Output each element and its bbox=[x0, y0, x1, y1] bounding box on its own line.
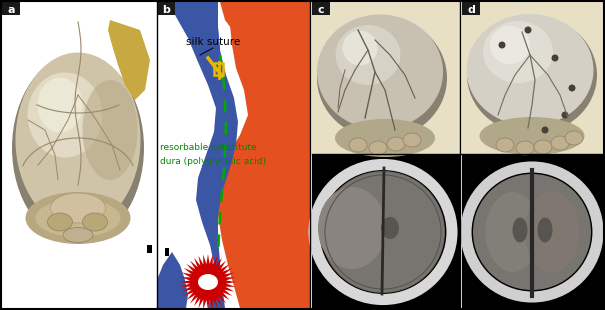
Ellipse shape bbox=[467, 16, 597, 134]
Ellipse shape bbox=[16, 52, 140, 228]
Ellipse shape bbox=[82, 213, 108, 231]
Circle shape bbox=[499, 42, 506, 48]
Text: d: d bbox=[467, 5, 475, 15]
Polygon shape bbox=[180, 254, 236, 310]
Text: c: c bbox=[318, 5, 324, 15]
Ellipse shape bbox=[483, 21, 553, 83]
Ellipse shape bbox=[480, 117, 584, 155]
Ellipse shape bbox=[63, 228, 93, 242]
Bar bbox=[2, 2, 20, 15]
Circle shape bbox=[525, 26, 532, 33]
Polygon shape bbox=[215, 2, 310, 308]
Ellipse shape bbox=[50, 193, 105, 223]
Bar bbox=[147, 245, 152, 253]
Ellipse shape bbox=[381, 217, 399, 239]
Text: a: a bbox=[7, 5, 15, 15]
Circle shape bbox=[552, 55, 558, 61]
Ellipse shape bbox=[516, 141, 534, 155]
Ellipse shape bbox=[387, 137, 405, 151]
Bar bbox=[165, 248, 169, 256]
Ellipse shape bbox=[403, 133, 421, 147]
Polygon shape bbox=[160, 2, 238, 308]
Ellipse shape bbox=[38, 78, 82, 132]
Bar bbox=[157, 2, 310, 308]
Ellipse shape bbox=[466, 14, 594, 126]
Ellipse shape bbox=[82, 80, 137, 180]
Ellipse shape bbox=[496, 138, 514, 152]
Ellipse shape bbox=[198, 274, 218, 290]
Text: silk suture: silk suture bbox=[186, 37, 240, 47]
Polygon shape bbox=[157, 252, 188, 308]
Ellipse shape bbox=[321, 171, 445, 293]
Bar bbox=[214, 63, 223, 75]
Text: b: b bbox=[162, 5, 170, 15]
Circle shape bbox=[561, 112, 569, 118]
Bar bbox=[312, 2, 460, 154]
Ellipse shape bbox=[317, 15, 443, 130]
Ellipse shape bbox=[349, 138, 367, 152]
Ellipse shape bbox=[317, 17, 447, 139]
Ellipse shape bbox=[537, 218, 552, 242]
Ellipse shape bbox=[12, 54, 144, 242]
Polygon shape bbox=[108, 20, 150, 100]
Ellipse shape bbox=[25, 192, 131, 244]
Circle shape bbox=[541, 126, 549, 134]
Bar bbox=[462, 154, 603, 308]
Bar bbox=[2, 2, 155, 308]
Ellipse shape bbox=[490, 26, 530, 64]
Circle shape bbox=[190, 264, 226, 300]
Ellipse shape bbox=[512, 218, 528, 242]
Ellipse shape bbox=[336, 25, 401, 85]
Ellipse shape bbox=[485, 192, 540, 272]
Polygon shape bbox=[220, 2, 310, 60]
Bar bbox=[312, 2, 330, 15]
Ellipse shape bbox=[473, 174, 591, 290]
Bar bbox=[312, 154, 460, 308]
Ellipse shape bbox=[551, 136, 569, 150]
Ellipse shape bbox=[48, 213, 73, 231]
Text: dura (polyglycolic acid): dura (polyglycolic acid) bbox=[160, 157, 266, 166]
Ellipse shape bbox=[36, 199, 120, 237]
Ellipse shape bbox=[27, 73, 102, 157]
Bar bbox=[462, 2, 603, 154]
Ellipse shape bbox=[335, 119, 435, 157]
Ellipse shape bbox=[534, 140, 552, 154]
Text: resorbable substitute: resorbable substitute bbox=[160, 144, 257, 153]
Ellipse shape bbox=[318, 187, 386, 269]
Circle shape bbox=[569, 85, 575, 91]
Ellipse shape bbox=[565, 131, 583, 145]
Ellipse shape bbox=[369, 141, 387, 155]
Ellipse shape bbox=[322, 172, 444, 292]
Bar bbox=[462, 2, 480, 15]
Ellipse shape bbox=[342, 30, 378, 65]
Ellipse shape bbox=[525, 192, 580, 272]
Bar bbox=[157, 2, 175, 15]
Polygon shape bbox=[160, 2, 220, 50]
